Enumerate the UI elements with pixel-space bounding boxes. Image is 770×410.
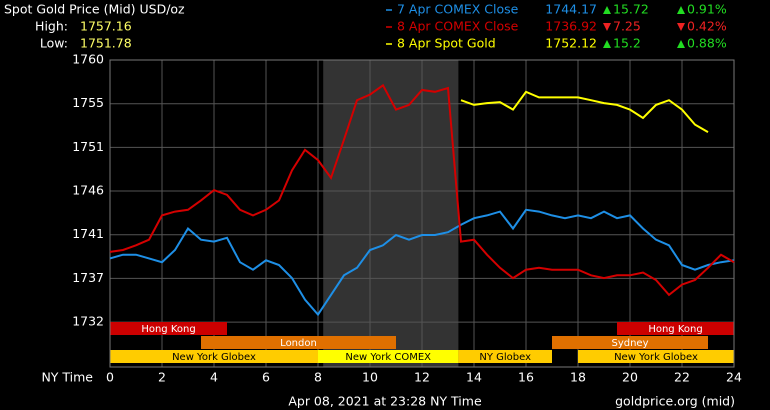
session-label: Hong Kong: [648, 324, 702, 335]
x-tick-label: 6: [262, 370, 270, 385]
direction-icon: [677, 6, 685, 14]
x-tick-label: 24: [726, 370, 742, 385]
low-value: 1751.78: [80, 36, 132, 51]
session-label: London: [280, 338, 317, 349]
session-label: Hong Kong: [141, 324, 195, 335]
session-label: New York Globex: [172, 352, 256, 363]
direction-icon: [677, 40, 685, 48]
footer: Apr 08, 2021 at 23:28 NY Time: [288, 394, 482, 409]
legend-entry: 8 Apr COMEX Close: [397, 19, 519, 34]
legend-change: 15.2: [613, 36, 641, 51]
session-bar: [617, 322, 734, 335]
x-tick-label: 16: [518, 370, 534, 385]
session-bar: [458, 350, 552, 363]
legend-change-pct: 0.88%: [687, 36, 727, 51]
x-tick-label: 22: [674, 370, 690, 385]
direction-icon: [603, 6, 611, 14]
x-tick-label: 8: [314, 370, 322, 385]
session-label: NY Globex: [479, 352, 531, 363]
y-tick-label: 1737: [72, 270, 104, 285]
session-label: Sydney: [611, 338, 648, 349]
y-tick-label: 1741: [72, 226, 104, 241]
session-bar: [552, 336, 708, 349]
x-tick-label: 20: [622, 370, 638, 385]
y-tick-label: 1760: [72, 52, 104, 67]
x-tick-label: 4: [210, 370, 218, 385]
session-label: New York Globex: [614, 352, 698, 363]
direction-icon: [603, 40, 611, 48]
session-bar: [201, 336, 396, 349]
y-tick-label: 1746: [72, 183, 104, 198]
low-label: Low:: [40, 36, 68, 51]
plot-border: [109, 59, 735, 368]
x-tick-label: 12: [414, 370, 430, 385]
session-bar: [578, 350, 734, 363]
highlight-band: [323, 60, 459, 367]
series-line: [109, 83, 735, 297]
legend-entry: 8 Apr Spot Gold: [397, 36, 496, 51]
session-label: New York COMEX: [345, 352, 431, 363]
legend-change-pct: 0.42%: [687, 19, 727, 34]
series-line: [109, 208, 735, 317]
legend-change-pct: 0.91%: [687, 2, 727, 17]
legend-close: 1752.12: [545, 36, 597, 51]
y-tick-label: 1751: [72, 139, 104, 154]
legend-change: 15.72: [613, 2, 649, 17]
x-tick-label: 0: [106, 370, 114, 385]
series-line: [460, 90, 709, 133]
legend-change: 7.25: [613, 19, 641, 34]
x-tick-label: 10: [362, 370, 378, 385]
legend-close: 1736.92: [545, 19, 597, 34]
session-bar: [318, 350, 459, 363]
legend-entry: 7 Apr COMEX Close: [397, 2, 519, 17]
y-tick-label: 1732: [72, 314, 104, 329]
x-tick-label: 14: [466, 370, 482, 385]
session-bar: [110, 350, 318, 363]
x-tick-label: 2: [158, 370, 166, 385]
legend-close: 1744.17: [545, 2, 597, 17]
high-label: High:: [35, 19, 68, 34]
x-axis-label: NY Time: [41, 370, 93, 385]
direction-icon: [677, 23, 685, 31]
source: goldprice.org (mid): [615, 394, 735, 409]
high-value: 1757.16: [80, 19, 132, 34]
y-tick-label: 1755: [72, 95, 104, 110]
direction-icon: [603, 23, 611, 31]
chart-title: Spot Gold Price (Mid) USD/oz: [4, 2, 185, 17]
session-bar: [110, 322, 227, 335]
x-tick-label: 18: [570, 370, 586, 385]
